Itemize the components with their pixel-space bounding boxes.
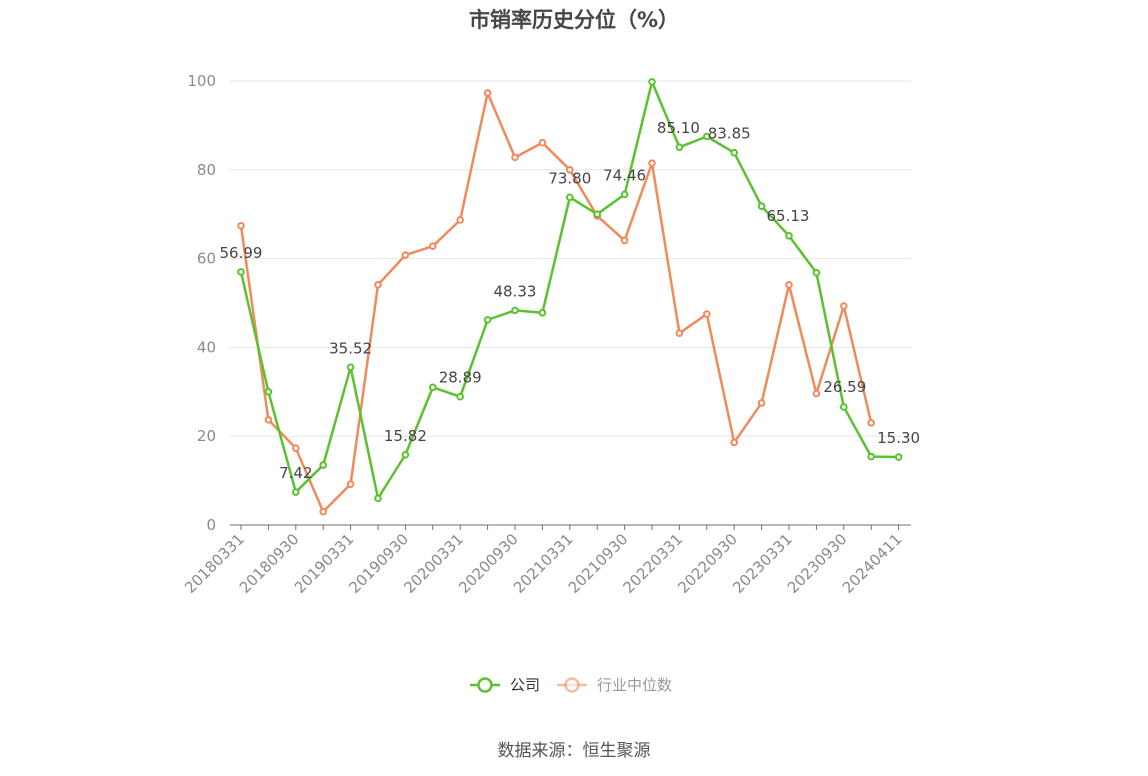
data-point [401, 251, 410, 259]
legend-item[interactable]: 公司 [470, 676, 540, 694]
data-point [538, 138, 547, 147]
data-label: 73.80 [548, 169, 591, 187]
data-point [292, 444, 300, 452]
data-label: 7.42 [279, 464, 312, 482]
y-tick-label: 100 [187, 72, 216, 90]
data-point [429, 242, 437, 250]
legend-item[interactable]: 行业中位数 [557, 676, 672, 694]
data-point [703, 310, 711, 318]
data-point [620, 190, 629, 199]
data-point [593, 210, 602, 218]
y-tick-label: 80 [197, 161, 216, 179]
data-label: 15.30 [877, 429, 920, 447]
data-point [292, 488, 300, 496]
data-label: 15.82 [384, 427, 427, 445]
data-point [374, 280, 382, 289]
data-label: 48.33 [494, 282, 537, 300]
y-tick-label: 0 [206, 516, 216, 534]
data-point [566, 193, 574, 202]
data-point [840, 302, 848, 310]
y-tick-label: 40 [197, 338, 216, 356]
data-label: 28.89 [439, 369, 482, 387]
data-point [346, 480, 355, 488]
data-point [867, 452, 876, 461]
data-point [401, 450, 410, 459]
data-label: 56.99 [220, 244, 263, 262]
data-label: 83.85 [708, 125, 751, 143]
data-point [894, 453, 903, 461]
data-point [429, 383, 437, 392]
data-point [237, 268, 245, 276]
data-point [648, 159, 656, 167]
series-line [239, 91, 873, 513]
data-point [538, 308, 547, 317]
data-point [730, 438, 739, 447]
data-point [675, 143, 684, 151]
data-point [785, 232, 793, 240]
data-point [757, 202, 766, 211]
y-tick-label: 60 [197, 250, 216, 268]
y-tick-label: 20 [197, 427, 216, 445]
data-point [812, 389, 821, 398]
data-source: 数据来源：恒生聚源 [497, 741, 651, 761]
data-point [867, 419, 876, 427]
data-point [675, 329, 684, 337]
x-tick-label: 20240411 [839, 530, 906, 597]
data-point [456, 392, 465, 401]
data-point [730, 148, 739, 157]
data-point [785, 280, 793, 289]
data-point [757, 399, 766, 407]
data-point [648, 78, 656, 86]
chart-title: 市销率历史分位（%） [468, 8, 680, 32]
legend-label: 行业中位数 [597, 676, 672, 694]
data-point [511, 306, 519, 315]
data-point [566, 166, 574, 174]
legend-label: 公司 [510, 676, 540, 694]
data-label: 74.46 [603, 166, 646, 184]
data-point [264, 388, 273, 396]
data-point [346, 363, 355, 372]
data-point [374, 494, 382, 503]
data-point [483, 89, 492, 97]
data-label: 65.13 [767, 207, 810, 225]
data-label: 85.10 [657, 119, 700, 137]
data-label: 35.52 [329, 339, 372, 357]
legend-marker [564, 677, 580, 693]
data-point [703, 132, 711, 141]
data-label: 26.59 [823, 378, 866, 396]
data-point [319, 507, 328, 516]
data-point [237, 221, 245, 230]
data-point [264, 415, 273, 424]
data-point [456, 216, 465, 224]
data-point [620, 236, 629, 245]
data-point [483, 316, 492, 324]
data-point [840, 403, 848, 411]
data-point [319, 461, 328, 469]
data-point [812, 269, 821, 277]
legend-marker [477, 677, 493, 693]
data-point [511, 153, 519, 162]
